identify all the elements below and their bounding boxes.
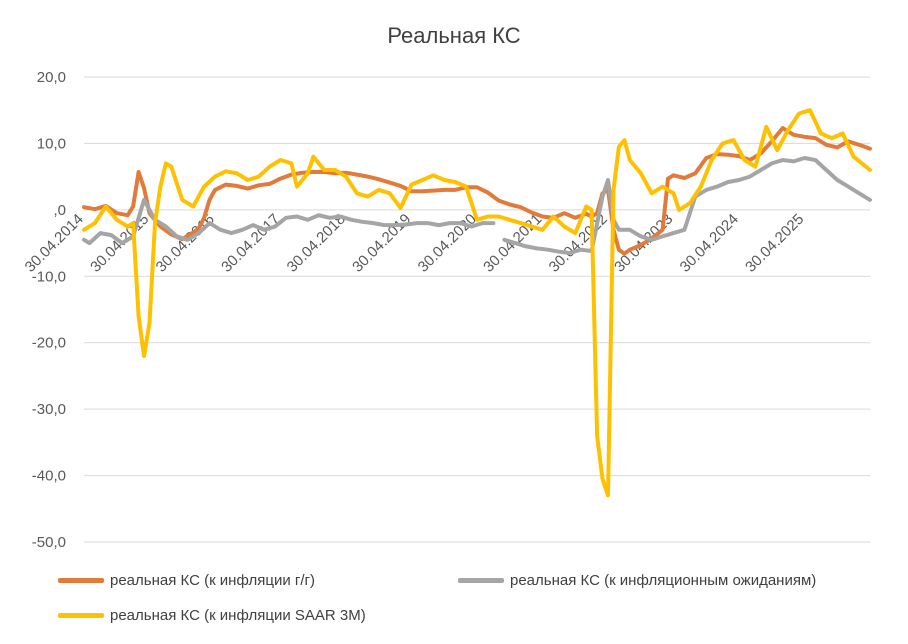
y-axis: 20,0 10,0 ,0 -10,0 -20,0 -30,0 -40,0 -50,0 bbox=[32, 69, 66, 551]
series-lines bbox=[82, 108, 872, 498]
y-tick-label: -30,0 bbox=[32, 401, 66, 418]
legend-swatch-yellow bbox=[58, 613, 104, 618]
x-tick-label: 30.04.2020 bbox=[415, 211, 480, 276]
y-tick-label: -50,0 bbox=[32, 534, 66, 551]
x-tick-label: 30.04.2014 bbox=[22, 211, 87, 276]
y-tick-label: -10,0 bbox=[32, 268, 66, 285]
legend-label-gray: реальная КС (к инфляционным ожиданиям) bbox=[510, 572, 817, 589]
legend-item-gray: реальная КС (к инфляционным ожиданиям) bbox=[458, 572, 816, 589]
y-tick-label: ,0 bbox=[53, 202, 66, 219]
legend-label-orange: реальная КС (к инфляции г/г) bbox=[110, 572, 315, 589]
x-tick-label: 30.04.2017 bbox=[218, 211, 283, 276]
legend-label-yellow: реальная КС (к инфляции SAAR 3M) bbox=[110, 607, 366, 624]
y-tick-label: 10,0 bbox=[37, 135, 66, 152]
legend-item-orange: реальная КС (к инфляции г/г) bbox=[58, 572, 315, 589]
y-tick-label: -40,0 bbox=[32, 468, 66, 485]
chart-title: Реальная КС bbox=[387, 23, 520, 48]
x-tick-label: 30.04.2025 bbox=[742, 211, 807, 276]
legend-swatch-orange bbox=[58, 578, 104, 583]
y-tick-label: 20,0 bbox=[37, 69, 66, 86]
gridlines bbox=[84, 76, 870, 543]
x-tick-label: 30.04.2018 bbox=[284, 211, 349, 276]
series-line-yellow bbox=[82, 108, 872, 498]
x-tick-label: 30.04.2016 bbox=[153, 211, 218, 276]
series-line-gray bbox=[82, 197, 496, 246]
y-tick-label: -20,0 bbox=[32, 335, 66, 352]
legend-item-yellow: реальная КС (к инфляции SAAR 3M) bbox=[58, 607, 366, 624]
series-line-gray bbox=[502, 156, 872, 255]
legend-swatch-gray bbox=[458, 578, 504, 583]
series-line-orange bbox=[82, 126, 872, 256]
